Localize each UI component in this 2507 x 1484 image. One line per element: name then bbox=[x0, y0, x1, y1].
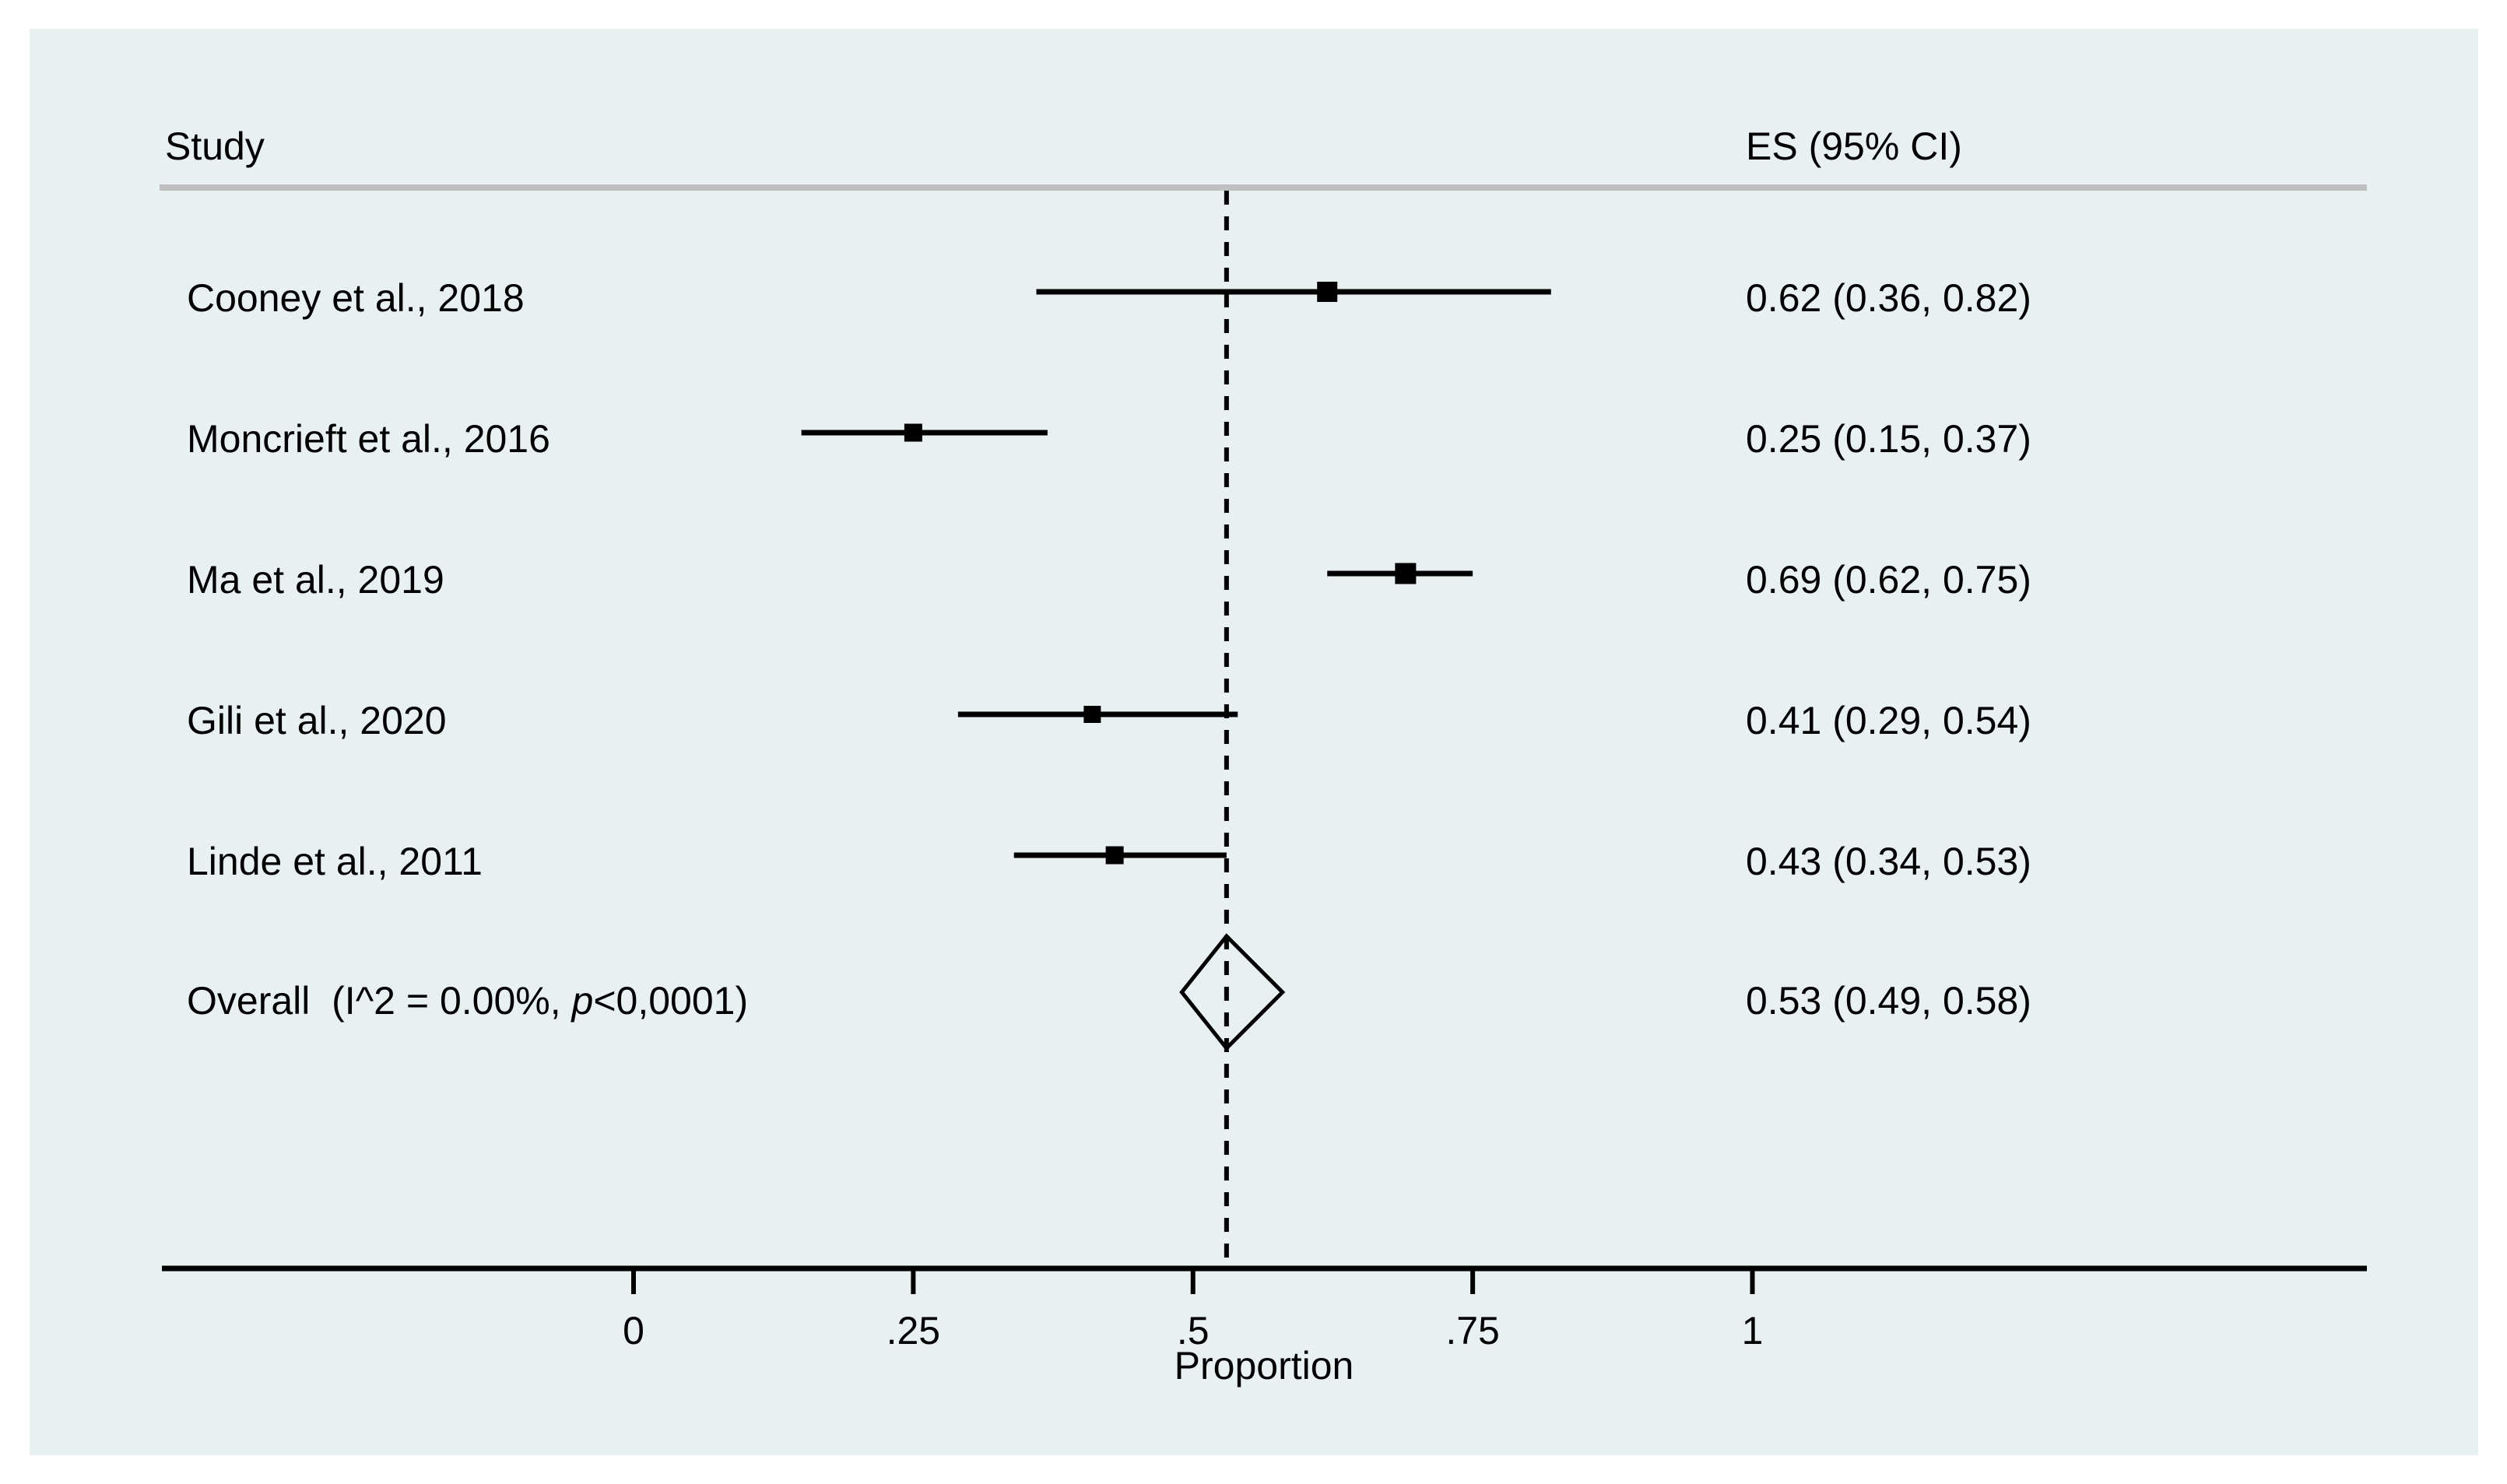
es-marker bbox=[1317, 282, 1338, 302]
study-row: Cooney et al., 2018 0.62 (0.36, 0.82) bbox=[187, 276, 2031, 320]
es-marker bbox=[904, 423, 922, 442]
x-tick-label: .5 bbox=[1177, 1309, 1210, 1352]
es-value: 0.69 (0.62, 0.75) bbox=[1746, 558, 2031, 602]
study-row: Ma et al., 2019 0.69 (0.62, 0.75) bbox=[187, 558, 2031, 602]
study-row: Linde et al., 2011 0.43 (0.34, 0.53) bbox=[187, 840, 2031, 883]
study-row: Gili et al., 2020 0.41 (0.29, 0.54) bbox=[187, 699, 2031, 742]
x-tick-label: .75 bbox=[1445, 1309, 1500, 1352]
es-marker bbox=[1083, 706, 1101, 723]
x-tick-label: 1 bbox=[1742, 1309, 1764, 1352]
plot-background bbox=[30, 29, 2478, 1455]
es-value: 0.25 (0.15, 0.37) bbox=[1746, 417, 2031, 461]
study-label: Gili et al., 2020 bbox=[187, 699, 447, 742]
overall-label: Overall (I^2 = 0.00%, p<0,0001) bbox=[187, 979, 748, 1023]
study-rows: Cooney et al., 2018 0.62 (0.36, 0.82) Monc… bbox=[187, 276, 2031, 883]
es-marker bbox=[1395, 563, 1417, 584]
x-tick-label: 0 bbox=[623, 1309, 644, 1352]
es-value: 0.43 (0.34, 0.53) bbox=[1746, 840, 2031, 883]
x-tick-label: .25 bbox=[887, 1309, 941, 1352]
overall-label-p: p bbox=[571, 979, 594, 1023]
study-row: Moncrieft et al., 2016 0.25 (0.15, 0.37) bbox=[187, 417, 2031, 461]
study-label: Linde et al., 2011 bbox=[187, 840, 483, 883]
column-header-es: ES (95% CI) bbox=[1746, 125, 1962, 168]
overall-diamond bbox=[1179, 933, 1286, 1051]
es-value: 0.41 (0.29, 0.54) bbox=[1746, 699, 2031, 742]
study-label: Ma et al., 2019 bbox=[187, 558, 444, 602]
es-value: 0.62 (0.36, 0.82) bbox=[1746, 276, 2031, 320]
x-axis-ticks: 0 .25 .5 .75 1 bbox=[623, 1268, 1763, 1352]
study-label: Cooney et al., 2018 bbox=[187, 276, 525, 320]
column-header-study: Study bbox=[165, 125, 265, 168]
overall-es-value: 0.53 (0.49, 0.58) bbox=[1746, 979, 2031, 1023]
study-label: Moncrieft et al., 2016 bbox=[187, 417, 550, 461]
x-axis-title: Proportion bbox=[1174, 1344, 1354, 1388]
es-marker bbox=[1105, 846, 1124, 865]
overall-label-suffix: <0,0001) bbox=[593, 979, 748, 1023]
overall-label-prefix: Overall (I^2 = 0.00%, bbox=[187, 979, 572, 1023]
